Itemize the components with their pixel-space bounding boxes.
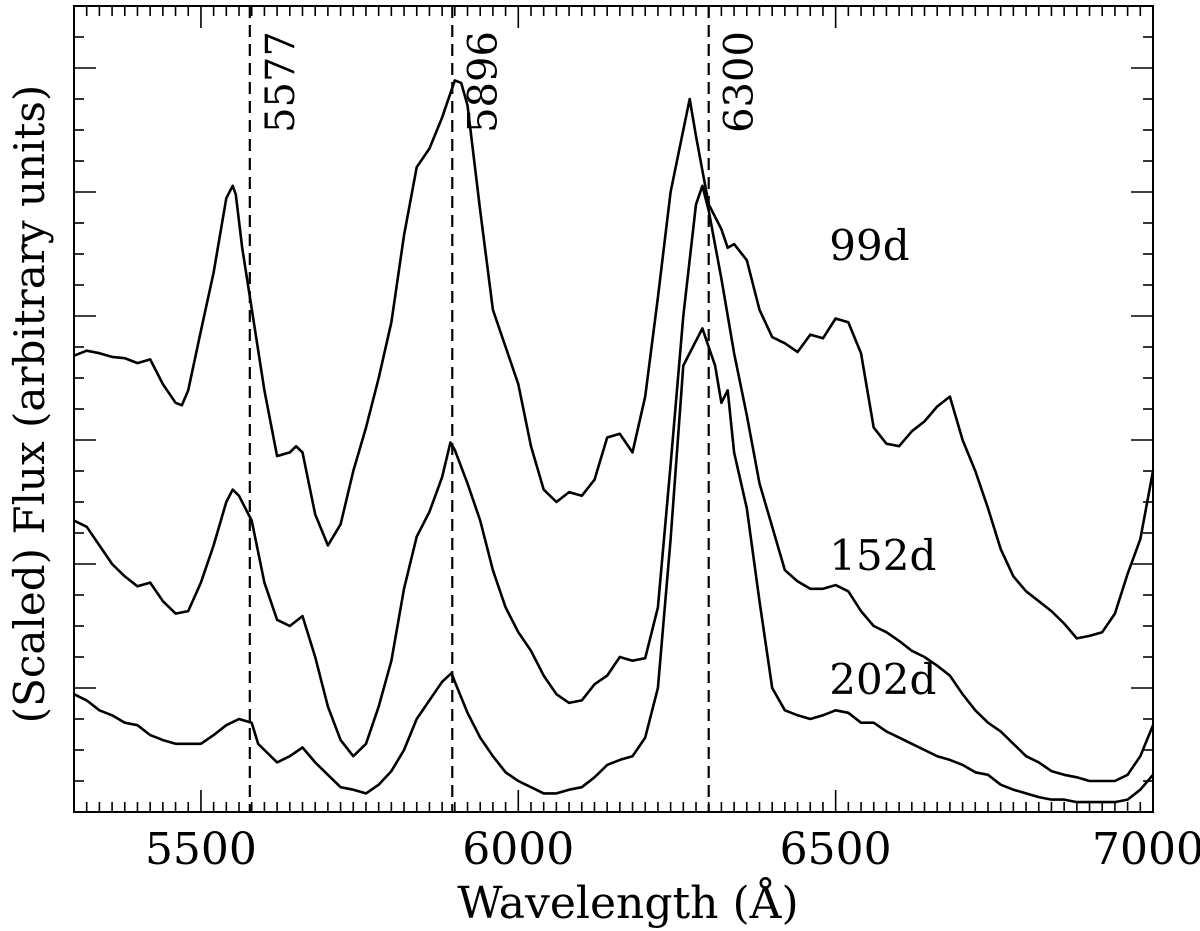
reference-line-label: 5577 xyxy=(258,31,304,133)
x-tick-label: 6000 xyxy=(462,824,574,875)
series-line-202d xyxy=(73,327,1154,804)
series-label-202d: 202d xyxy=(829,655,936,704)
reference-line-label: 5896 xyxy=(460,31,506,133)
series-line-99d xyxy=(73,79,1155,640)
reference-line-label: 6300 xyxy=(717,31,763,133)
series-label-99d: 99d xyxy=(829,221,909,270)
series-line-152d xyxy=(73,184,1155,783)
series-label-152d: 152d xyxy=(829,531,936,580)
plot-frame xyxy=(73,5,1154,813)
x-tick-label: 5500 xyxy=(145,824,257,875)
series-layer xyxy=(73,79,1155,804)
x-axis-label: Wavelength (Å) xyxy=(457,876,798,929)
reference-lines-layer: 5577 5896 6300 xyxy=(248,6,763,812)
y-axis-label: (Scaled) Flux (arbitrary units) xyxy=(5,85,54,724)
ticks-layer: 5500 6000 6500 7000 xyxy=(74,6,1200,875)
x-tick-label: 6500 xyxy=(780,824,892,875)
series-labels-layer: 99d 152d 202d xyxy=(829,221,936,704)
x-tick-label: 7000 xyxy=(1092,824,1200,875)
